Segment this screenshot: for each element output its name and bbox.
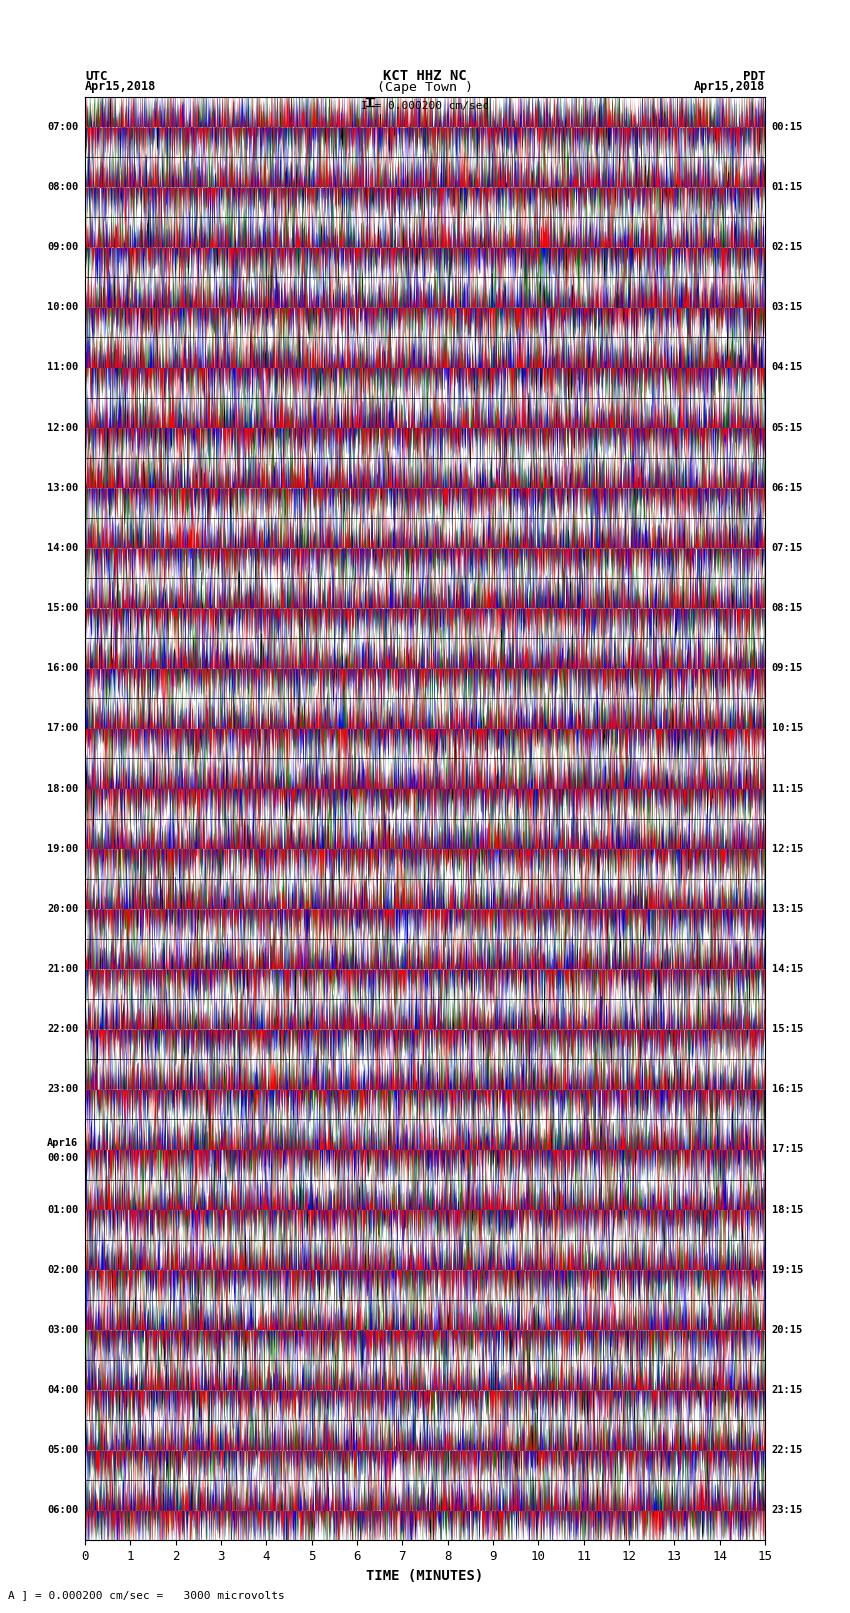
Text: 16:00: 16:00 [47,663,78,673]
Text: 09:00: 09:00 [47,242,78,252]
Text: 14:15: 14:15 [772,965,803,974]
Text: 22:00: 22:00 [47,1024,78,1034]
Text: 04:00: 04:00 [47,1386,78,1395]
Text: 00:15: 00:15 [772,123,803,132]
Text: 08:00: 08:00 [47,182,78,192]
Text: 10:00: 10:00 [47,302,78,313]
Text: 05:00: 05:00 [47,1445,78,1455]
Text: 09:15: 09:15 [772,663,803,673]
Text: 07:15: 07:15 [772,544,803,553]
Text: PDT: PDT [743,69,765,84]
Text: 17:00: 17:00 [47,723,78,734]
Text: 20:00: 20:00 [47,903,78,915]
Text: 11:00: 11:00 [47,363,78,373]
Text: UTC: UTC [85,69,107,84]
Text: 01:00: 01:00 [47,1205,78,1215]
Text: 07:00: 07:00 [47,123,78,132]
Text: 22:15: 22:15 [772,1445,803,1455]
Text: 18:00: 18:00 [47,784,78,794]
Text: 13:00: 13:00 [47,482,78,492]
Text: 14:00: 14:00 [47,544,78,553]
Text: 15:15: 15:15 [772,1024,803,1034]
Text: 01:15: 01:15 [772,182,803,192]
Text: 19:15: 19:15 [772,1265,803,1274]
Text: 06:00: 06:00 [47,1505,78,1515]
Text: 15:00: 15:00 [47,603,78,613]
Text: KCT HHZ NC: KCT HHZ NC [383,69,467,84]
Text: Apr16: Apr16 [47,1139,78,1148]
Text: 06:15: 06:15 [772,482,803,492]
Text: (Cape Town ): (Cape Town ) [377,81,473,94]
Text: 00:00: 00:00 [47,1153,78,1163]
Text: 12:00: 12:00 [47,423,78,432]
Text: 02:00: 02:00 [47,1265,78,1274]
Text: 20:15: 20:15 [772,1324,803,1336]
Text: A ] = 0.000200 cm/sec =   3000 microvolts: A ] = 0.000200 cm/sec = 3000 microvolts [8,1590,286,1600]
Text: 11:15: 11:15 [772,784,803,794]
Text: 08:15: 08:15 [772,603,803,613]
Text: 03:00: 03:00 [47,1324,78,1336]
Text: 12:15: 12:15 [772,844,803,853]
Text: 05:15: 05:15 [772,423,803,432]
Text: I = 0.000200 cm/sec: I = 0.000200 cm/sec [361,100,489,111]
Text: 16:15: 16:15 [772,1084,803,1094]
Text: Apr15,2018: Apr15,2018 [694,79,765,92]
Text: 10:15: 10:15 [772,723,803,734]
X-axis label: TIME (MINUTES): TIME (MINUTES) [366,1569,484,1582]
Text: Apr15,2018: Apr15,2018 [85,79,156,92]
Text: 03:15: 03:15 [772,302,803,313]
Text: 04:15: 04:15 [772,363,803,373]
Text: 23:15: 23:15 [772,1505,803,1515]
Text: 17:15: 17:15 [772,1145,803,1155]
Text: 23:00: 23:00 [47,1084,78,1094]
Text: 21:00: 21:00 [47,965,78,974]
Text: 02:15: 02:15 [772,242,803,252]
Text: 13:15: 13:15 [772,903,803,915]
Text: 21:15: 21:15 [772,1386,803,1395]
Text: 18:15: 18:15 [772,1205,803,1215]
Text: 19:00: 19:00 [47,844,78,853]
